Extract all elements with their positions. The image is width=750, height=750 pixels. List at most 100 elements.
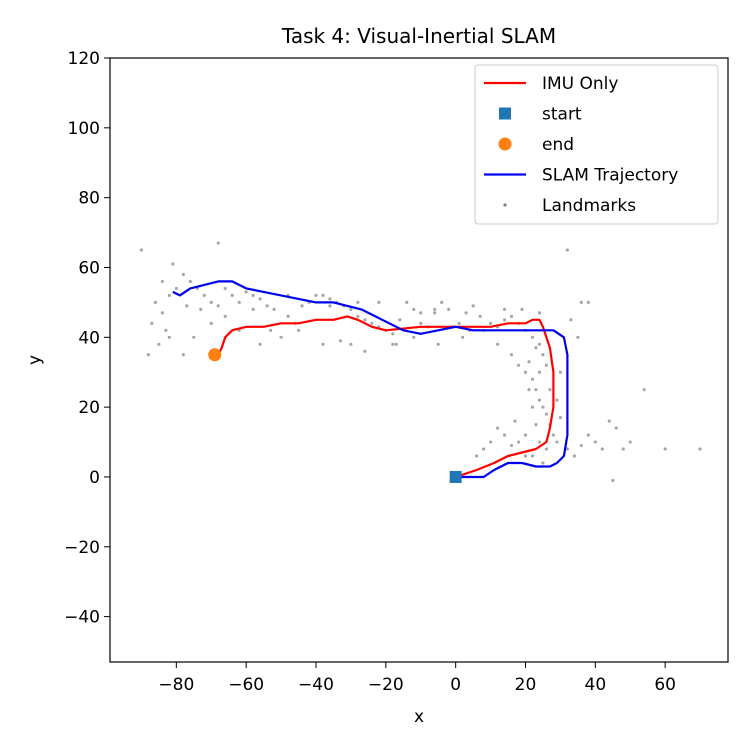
legend-label-end: end: [542, 135, 574, 155]
landmark-point: [251, 293, 255, 298]
landmark-point: [391, 342, 395, 346]
landmark-point: [181, 353, 185, 357]
landmark-point: [167, 335, 171, 339]
landmark-point: [509, 314, 514, 318]
landmark-point: [548, 388, 552, 392]
landmark-point: [558, 416, 563, 420]
start-marker: [449, 470, 462, 483]
landmark-point: [300, 304, 304, 308]
legend-label-slam-trajectory: SLAM Trajectory: [542, 166, 678, 186]
landmark-point: [495, 426, 500, 430]
legend-label-landmarks: Landmarks: [542, 196, 636, 216]
landmark-point: [230, 293, 234, 298]
landmark-point: [363, 349, 367, 353]
landmark-point: [520, 307, 524, 311]
landmark-point: [530, 454, 535, 458]
landmark-point: [202, 293, 206, 298]
landmark-point: [349, 342, 353, 346]
landmark-point: [321, 293, 325, 298]
landmark-point: [153, 300, 157, 304]
landmark-point: [216, 304, 220, 308]
landmark-point: [139, 248, 144, 252]
landmark-point: [530, 335, 535, 339]
landmark-point: [167, 293, 171, 298]
landmark-point: [530, 405, 535, 409]
landmark-point: [419, 311, 423, 315]
x-tick-label: −40: [298, 675, 334, 695]
landmark-point: [209, 300, 213, 304]
landmark-point: [537, 398, 542, 402]
landmark-point: [614, 426, 618, 430]
landmark-point: [296, 328, 301, 332]
landmark-point: [558, 370, 563, 374]
landmark-point: [321, 342, 325, 346]
landmark-point: [537, 370, 542, 374]
chart-title: Task 4: Visual-Inertial SLAM: [281, 24, 556, 48]
landmark-point: [527, 360, 531, 364]
landmark-point: [541, 405, 545, 409]
y-tick-label: −20: [64, 538, 100, 558]
landmark-point: [160, 311, 164, 315]
legend-swatch-start: [499, 107, 511, 120]
landmark-point: [541, 353, 545, 357]
landmark-point: [391, 332, 395, 336]
landmark-point: [356, 300, 360, 304]
landmark-point: [244, 290, 248, 294]
landmark-point: [258, 297, 262, 301]
landmark-point: [433, 311, 437, 315]
landmark-point: [576, 335, 580, 339]
landmark-point: [565, 248, 569, 252]
landmarks-scatter: [139, 241, 702, 483]
plot-frame: [109, 57, 729, 663]
landmark-point: [314, 293, 318, 298]
x-tick-label: 20: [515, 675, 537, 695]
landmark-point: [349, 307, 353, 311]
landmark-point: [527, 388, 531, 392]
landmark-point: [157, 342, 161, 346]
legend-box: [474, 64, 719, 225]
landmark-point: [642, 388, 646, 392]
landmark-point: [412, 335, 416, 339]
landmark-point: [516, 440, 521, 444]
landmark-point: [607, 419, 611, 423]
landmark-point: [663, 447, 667, 451]
landmark-point: [174, 286, 178, 291]
legend-label-start: start: [542, 105, 582, 125]
landmark-point: [502, 433, 507, 437]
landmark-point: [265, 304, 269, 308]
landmark-point: [269, 328, 273, 332]
landmark-point: [199, 307, 203, 311]
start-end-markers: [208, 348, 462, 483]
landmark-point: [502, 307, 507, 311]
x-tick-label: −20: [368, 675, 404, 695]
landmark-point: [164, 328, 168, 332]
legend-swatch-landmarks: [503, 203, 507, 207]
landmark-point: [488, 440, 493, 444]
landmark-point: [328, 297, 332, 301]
landmark-point: [600, 447, 604, 451]
x-tick-label: −80: [158, 675, 194, 695]
y-axis: −40 −20 0 20 40 60 80 100 120: [64, 49, 110, 628]
landmark-point: [447, 307, 451, 311]
y-tick-label: 100: [68, 119, 100, 139]
legend: IMU Only start end SLAM Trajectory Landmarks: [474, 64, 719, 225]
x-axis: −80 −60 −40 −20 0 20 40 60: [158, 662, 676, 695]
y-tick-label: 40: [78, 328, 100, 348]
y-tick-label: 120: [68, 49, 100, 69]
landmark-point: [471, 304, 475, 308]
landmark-point: [464, 311, 468, 315]
landmark-point: [555, 398, 559, 402]
landmark-point: [544, 412, 549, 416]
landmark-point: [216, 241, 220, 245]
landmark-point: [534, 388, 538, 392]
y-tick-label: −40: [64, 608, 100, 628]
landmark-point: [171, 262, 175, 266]
y-axis-label: y: [25, 355, 45, 365]
y-tick-label: 0: [89, 468, 100, 488]
legend-label-imu-only: IMU Only: [542, 74, 618, 94]
landmark-point: [628, 440, 632, 444]
landmark-point: [457, 321, 461, 325]
landmark-point: [572, 454, 576, 458]
y-tick-label: 20: [78, 398, 100, 418]
